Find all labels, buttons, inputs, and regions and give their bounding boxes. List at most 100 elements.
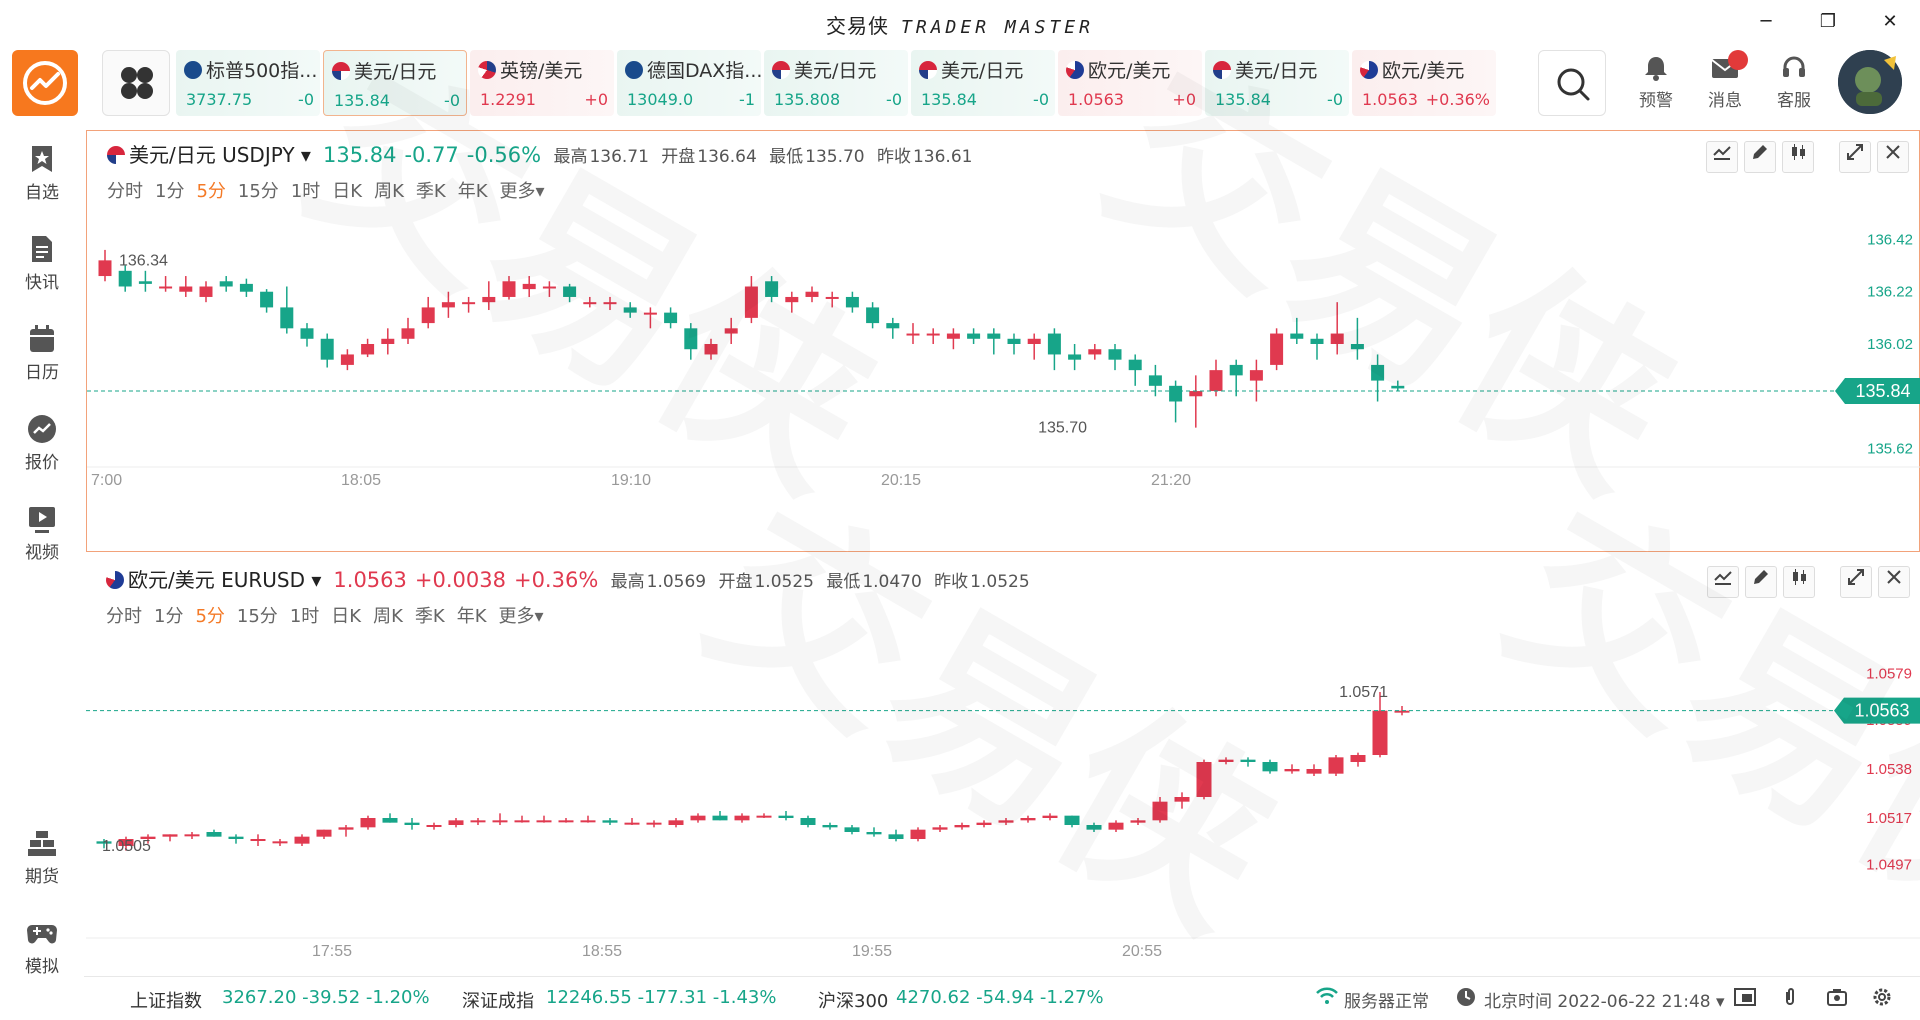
timeframe-tab[interactable]: 更多▾ <box>498 606 544 627</box>
draw-button[interactable] <box>1743 141 1776 173</box>
sidebar-item-calendar[interactable]: 日历 <box>0 324 84 383</box>
grid-menu-button[interactable] <box>102 50 170 116</box>
eurusd-candlestick-chart[interactable]: 1.05791.05591.05381.05171.049717:5518:55… <box>86 634 1920 976</box>
timeframe-tab[interactable]: 5分 <box>195 606 225 627</box>
flag-icon <box>1360 61 1378 79</box>
x-tick-label: 7:00 <box>91 472 122 489</box>
timeframe-tab[interactable]: 季K <box>414 606 445 627</box>
quote-name: 美元/日元 <box>332 57 436 84</box>
candle-body <box>1306 769 1322 774</box>
app-logo[interactable] <box>12 50 78 116</box>
timeframe-tab[interactable]: 日K <box>332 181 363 202</box>
candle-body <box>886 323 900 329</box>
timeframe-tab[interactable]: 日K <box>331 606 362 627</box>
index-icon <box>184 61 202 79</box>
timeframe-tab[interactable]: 15分 <box>237 181 279 202</box>
attachment-icon[interactable] <box>1780 987 1800 1012</box>
quote-card[interactable]: 美元/日元 135.808 -0 <box>764 50 908 116</box>
sh-index-value: 3267.20 -39.52 -1.20% <box>222 987 430 1008</box>
candle-body <box>1174 797 1190 802</box>
flag-icon <box>1066 61 1084 79</box>
quote-card[interactable]: 欧元/美元 1.0563 +0 <box>1058 50 1202 116</box>
close-panel-button[interactable] <box>1878 566 1910 598</box>
quote-name-text: 标普500指... <box>206 60 318 82</box>
candle-body <box>822 825 838 828</box>
restore-button[interactable]: ❐ <box>1819 11 1837 32</box>
quote-price: 1.2291 <box>480 90 536 109</box>
expand-button[interactable] <box>1840 566 1872 598</box>
sidebar-item-news[interactable]: 快讯 <box>0 234 84 293</box>
close-panel-button[interactable] <box>1877 141 1909 173</box>
quote-card[interactable]: 美元/日元 135.84 -0 <box>323 50 467 116</box>
close-window-button[interactable]: ✕ <box>1882 11 1898 32</box>
candle-body <box>946 333 960 339</box>
candle-body <box>184 834 200 837</box>
quote-name: 英镑/美元 <box>478 56 582 83</box>
open-label: 开盘 <box>661 147 696 167</box>
sidebar-item-futures[interactable]: 期货 <box>0 828 84 887</box>
timeframe-tab[interactable]: 周K <box>374 181 404 202</box>
sidebar-item-video[interactable]: 视频 <box>0 504 84 563</box>
timeframe-tab[interactable]: 1时 <box>290 181 321 202</box>
candle-body <box>426 825 442 827</box>
sidebar-label-news: 快讯 <box>25 273 59 293</box>
settings-icon[interactable] <box>1872 987 1892 1012</box>
support-button[interactable]: 客服 <box>1766 54 1822 111</box>
timeframe-tab[interactable]: 年K <box>457 181 488 202</box>
draw-button[interactable] <box>1744 566 1777 598</box>
quote-card[interactable]: 德国DAX指... 13049.0 -1 <box>617 50 761 116</box>
timeframe-tab[interactable]: 1分 <box>155 181 185 202</box>
sidebar-item-watchlist[interactable]: 自选 <box>0 144 84 203</box>
line-chart-icon <box>1713 146 1731 160</box>
x-tick-label: 19:10 <box>611 472 651 489</box>
app-title: 交易侠 TRADER MASTER <box>0 10 1920 39</box>
y-tick-label: 1.0517 <box>1866 810 1912 827</box>
timeframe-tab[interactable]: 更多▾ <box>499 181 545 202</box>
beijing-time[interactable]: 北京时间 2022-06-22 21:48 ▾ <box>1484 992 1725 1012</box>
quote-card[interactable]: 美元/日元 135.84 -0 <box>911 50 1055 116</box>
sidebar-item-demo[interactable]: 模拟 <box>0 918 84 977</box>
timeframe-tab[interactable]: 1分 <box>154 606 184 627</box>
last-price-tag <box>1834 697 1920 724</box>
candle-type-button[interactable] <box>1782 566 1815 598</box>
euus-flag-icon <box>106 571 124 589</box>
screenshot-icon[interactable] <box>1826 987 1848 1012</box>
timeframe-tab[interactable]: 5分 <box>196 181 226 202</box>
timeframe-tab[interactable]: 年K <box>456 606 487 627</box>
timeframe-tab[interactable]: 分时 <box>107 181 143 202</box>
window-layout-icon[interactable] <box>1734 987 1756 1012</box>
quote-name-text: 美元/日元 <box>941 60 1024 82</box>
indicator-button[interactable] <box>1706 566 1739 598</box>
high-label: 最高 <box>553 147 588 167</box>
symbol-name[interactable]: 欧元/美元 EURUSD ▾ <box>128 568 322 592</box>
expand-button[interactable] <box>1839 141 1871 173</box>
timeframe-tab[interactable]: 周K <box>373 606 403 627</box>
quote-card[interactable]: 欧元/美元 1.0563 +0.36% <box>1352 50 1496 116</box>
candle-type-button[interactable] <box>1781 141 1814 173</box>
candle-body <box>522 283 536 290</box>
timeframe-tabs: 分时 1分 5分 15分 1时 日K 周K 季K 年K 更多▾ <box>106 602 556 628</box>
candle-body <box>382 818 398 823</box>
timeframe-tab[interactable]: 季K <box>415 181 446 202</box>
sidebar-item-quotes[interactable]: 报价 <box>0 414 84 473</box>
candle-body <box>1350 344 1364 350</box>
quote-card[interactable]: 英镑/美元 1.2291 +0 <box>470 50 614 116</box>
candle-body <box>1128 359 1142 371</box>
indicator-button[interactable] <box>1705 141 1738 173</box>
minimize-button[interactable]: ─ <box>1760 11 1772 32</box>
trend-icon <box>28 415 56 443</box>
quote-card[interactable]: 标普500指... 3737.75 -0 <box>176 50 320 116</box>
candle-body <box>1068 354 1082 360</box>
usdjpy-candlestick-chart[interactable]: 136.42 136.22 136.02 135.62 7:00 18:05 19:10 20… <box>87 209 1920 553</box>
candle-body <box>734 815 750 821</box>
alert-button[interactable]: 预警 <box>1628 54 1684 111</box>
timeframe-tab[interactable]: 15分 <box>236 606 278 627</box>
avatar[interactable] <box>1838 50 1902 114</box>
symbol-name[interactable]: 美元/日元 USDJPY ▾ <box>129 143 311 167</box>
candle-body <box>1394 710 1410 713</box>
timeframe-tab[interactable]: 1时 <box>289 606 320 627</box>
candle-body <box>260 291 274 308</box>
timeframe-tab[interactable]: 分时 <box>106 606 142 627</box>
search-button[interactable] <box>1538 50 1606 116</box>
quote-card[interactable]: 美元/日元 135.84 -0 <box>1205 50 1349 116</box>
